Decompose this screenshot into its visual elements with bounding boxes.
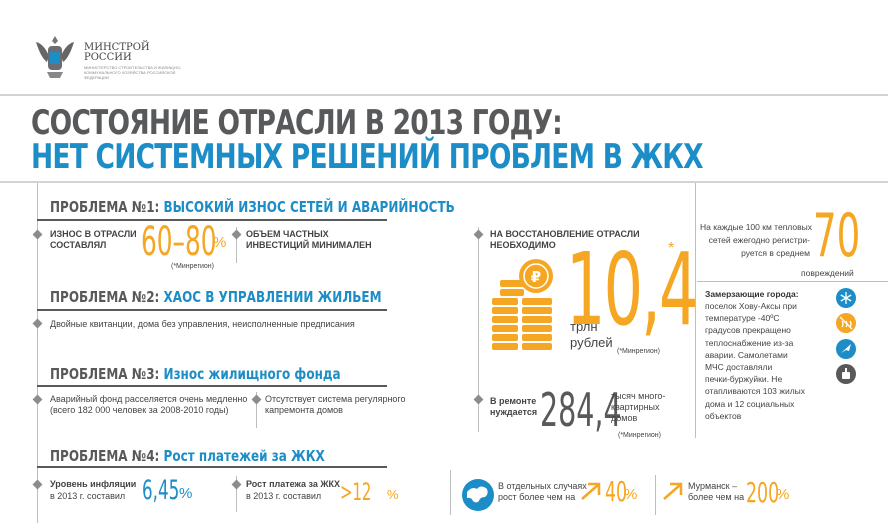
problem2-heading: ПРОБЛЕМА №2: ХАОС В УПРАВЛЕНИИ ЖИЛЬЕМ bbox=[50, 288, 382, 306]
problem1-title: ВЫСОКИЙ ИЗНОС СЕТЕЙ И АВАРИЙНОСТЬ bbox=[163, 198, 455, 216]
right-frame-line bbox=[695, 183, 696, 438]
problem3-rule bbox=[37, 385, 387, 387]
payment-label: Рост платежа за ЖКХ bbox=[246, 479, 341, 489]
divider bbox=[478, 227, 479, 432]
frozen-text: поселок Хову-Аксы при температуре -40ºС … bbox=[705, 301, 806, 421]
problem4-rule bbox=[37, 466, 387, 468]
payment-sub: в 2013 г. составил bbox=[246, 491, 322, 501]
wear-text: ИЗНОС В ОТРАСЛИ СОСТАВЛЯЛ bbox=[50, 229, 137, 250]
page-title-line1: СОСТОЯНИЕ ОТРАСЛИ В 2013 ГОДУ: bbox=[31, 103, 563, 143]
wear-source: (*Минрегион) bbox=[171, 263, 215, 270]
problem3-text1: Аварийный фонд расселяется очень медленн… bbox=[50, 394, 248, 415]
bullet-icon bbox=[32, 318, 43, 329]
problem3-heading: ПРОБЛЕМА №3: Износ жилищного фонда bbox=[50, 365, 341, 383]
coins-icon: ₽ bbox=[492, 259, 553, 350]
bullet-icon bbox=[32, 479, 43, 490]
cases-text: В отдельных случаях рост более чем на bbox=[498, 481, 587, 502]
snowflake-icon bbox=[836, 288, 856, 308]
plane-icon bbox=[836, 339, 856, 359]
bullet-icon bbox=[251, 394, 262, 405]
problem1-rule bbox=[37, 219, 387, 221]
frozen-title: Замерзающие города: bbox=[705, 289, 799, 299]
eagle-emblem-icon bbox=[36, 36, 74, 78]
bullet-icon bbox=[473, 229, 484, 240]
divider bbox=[450, 470, 451, 515]
murmansk-text: Мурманск – более чем на bbox=[688, 481, 745, 502]
logo-name: МИНСТРОЙ РОССИИ bbox=[84, 42, 150, 63]
wear-value: 60–80 bbox=[141, 219, 217, 265]
inflation-label: Уровень инфляции bbox=[50, 479, 137, 489]
problem2-text: Двойные квитанции, дома без управления, … bbox=[50, 319, 355, 329]
title-bottom-rule bbox=[0, 181, 888, 183]
restore-star: * bbox=[668, 240, 675, 257]
repair-unit: тысяч много- квартирных домов bbox=[611, 391, 666, 423]
svg-text:₽: ₽ bbox=[531, 268, 541, 286]
repair-value: 284,4 bbox=[540, 383, 622, 437]
side-rule bbox=[697, 281, 888, 282]
bullet-icon bbox=[231, 229, 242, 240]
murmansk-value: 200 bbox=[746, 476, 780, 509]
divider bbox=[236, 476, 237, 512]
wear-unit: % bbox=[213, 234, 227, 251]
bullet-icon bbox=[473, 394, 484, 405]
problem1-heading: ПРОБЛЕМА №1: ВЫСОКИЙ ИЗНОС СЕТЕЙ И АВАРИ… bbox=[50, 198, 455, 216]
logo-subtitle: МИНИСТЕРСТВО СТРОИТЕЛЬСТВА И ЖИЛИЩНО-КОМ… bbox=[84, 65, 182, 80]
problem2-title: ХАОС В УПРАВЛЕНИИ ЖИЛЬЕМ bbox=[163, 288, 382, 306]
no-heating-icon bbox=[836, 313, 856, 333]
per100-value: 70 bbox=[813, 201, 861, 271]
problem4-title: Рост платежей за ЖКХ bbox=[163, 447, 325, 465]
problem3-text2: Отсутствует система регулярного капремон… bbox=[265, 394, 406, 415]
problem4-heading: ПРОБЛЕМА №4: Рост платежей за ЖКХ bbox=[50, 447, 325, 465]
page-title-line2: НЕТ СИСТЕМНЫХ РЕШЕНИЙ ПРОБЛЕМ В ЖКХ bbox=[31, 137, 704, 177]
divider bbox=[236, 227, 237, 263]
problem1-prefix: ПРОБЛЕМА №1: bbox=[50, 198, 160, 216]
restore-text: НА ВОССТАНОВЛЕНИЕ ОТРАСЛИ НЕОБХОДИМО bbox=[490, 229, 640, 250]
title-top-rule bbox=[0, 94, 888, 96]
problem2-rule bbox=[37, 309, 387, 311]
cases-unit: % bbox=[624, 486, 638, 503]
arrow-up-right-icon bbox=[663, 482, 683, 500]
cases-value: 40 bbox=[605, 475, 628, 508]
restore-unit: трлн рублей bbox=[570, 319, 613, 350]
stove-icon bbox=[836, 364, 856, 384]
bullet-icon bbox=[32, 394, 43, 405]
left-frame-line bbox=[37, 183, 38, 523]
payment-unit: % bbox=[387, 487, 399, 502]
per100-unit: повреждений bbox=[801, 268, 854, 278]
invest-text: ОБЪЕМ ЧАСТНЫХ ИНВЕСТИЦИЙ МИНИМАЛЕН bbox=[246, 229, 372, 250]
inflation-unit: % bbox=[179, 485, 193, 502]
bullet-icon bbox=[32, 229, 43, 240]
problem2-prefix: ПРОБЛЕМА №2: bbox=[50, 288, 160, 306]
divider bbox=[655, 475, 656, 515]
restore-value: 10,4 bbox=[566, 231, 698, 348]
inflation-value: 6,45 bbox=[142, 475, 180, 506]
restore-source: (*Минрегион) bbox=[617, 348, 661, 355]
problem3-title: Износ жилищного фонда bbox=[163, 365, 341, 383]
arrow-up-right-icon bbox=[581, 482, 601, 500]
bullet-icon bbox=[231, 479, 242, 490]
repair-label: В ремонте нуждается bbox=[490, 396, 538, 417]
inflation-sub: в 2013 г. составил bbox=[50, 491, 126, 501]
divider bbox=[256, 392, 257, 428]
murmansk-unit: % bbox=[776, 486, 790, 503]
logo: МИНСТРОЙ РОССИИ МИНИСТЕРСТВО СТРОИТЕЛЬСТ… bbox=[32, 32, 182, 82]
problem4-prefix: ПРОБЛЕМА №4: bbox=[50, 447, 160, 465]
problem3-prefix: ПРОБЛЕМА №3: bbox=[50, 365, 160, 383]
payment-value: >12 bbox=[340, 478, 372, 506]
per100-text: На каждые 100 км тепловых сетей ежегодно… bbox=[700, 222, 812, 258]
globe-icon bbox=[462, 479, 494, 511]
repair-source: (*Минрегион) bbox=[618, 432, 662, 439]
